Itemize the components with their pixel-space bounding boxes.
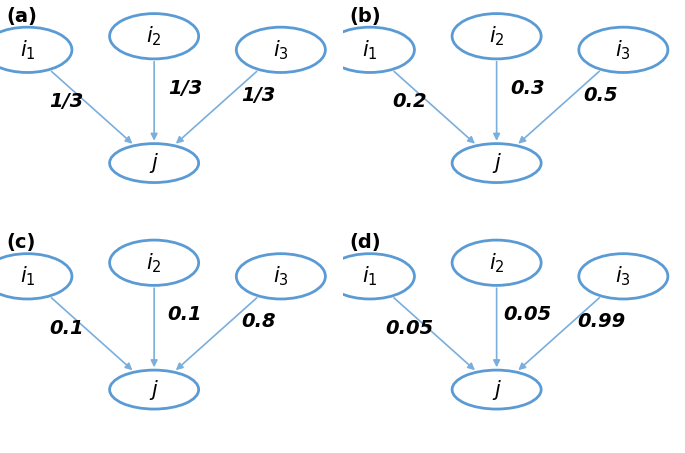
Text: (c): (c) bbox=[7, 233, 36, 252]
Text: (d): (d) bbox=[349, 233, 381, 252]
Ellipse shape bbox=[325, 27, 414, 72]
Text: (a): (a) bbox=[7, 7, 38, 26]
Text: $j$: $j$ bbox=[149, 151, 159, 175]
Text: 0.5: 0.5 bbox=[584, 86, 619, 105]
Ellipse shape bbox=[110, 14, 199, 59]
Text: $i_3$: $i_3$ bbox=[273, 38, 289, 62]
Text: $i_1$: $i_1$ bbox=[20, 265, 35, 288]
Text: $i_2$: $i_2$ bbox=[489, 251, 504, 275]
Ellipse shape bbox=[236, 254, 325, 299]
Text: 1/3: 1/3 bbox=[49, 92, 84, 111]
Text: $j$: $j$ bbox=[149, 378, 159, 401]
Text: $i_2$: $i_2$ bbox=[147, 251, 162, 275]
Text: $j$: $j$ bbox=[492, 151, 501, 175]
Text: $j$: $j$ bbox=[492, 378, 501, 401]
Ellipse shape bbox=[110, 144, 199, 183]
Text: 0.1: 0.1 bbox=[49, 319, 84, 338]
Ellipse shape bbox=[325, 254, 414, 299]
Ellipse shape bbox=[0, 27, 72, 72]
Ellipse shape bbox=[0, 254, 72, 299]
Ellipse shape bbox=[110, 240, 199, 285]
Text: 1/3: 1/3 bbox=[168, 79, 202, 98]
Text: $i_1$: $i_1$ bbox=[20, 38, 35, 62]
Text: $i_2$: $i_2$ bbox=[489, 24, 504, 48]
Ellipse shape bbox=[110, 370, 199, 409]
Text: $i_1$: $i_1$ bbox=[362, 265, 377, 288]
Text: $i_3$: $i_3$ bbox=[615, 265, 632, 288]
Ellipse shape bbox=[452, 240, 541, 285]
Text: $i_3$: $i_3$ bbox=[273, 265, 289, 288]
Ellipse shape bbox=[579, 254, 668, 299]
Text: 0.99: 0.99 bbox=[577, 312, 625, 331]
Text: 1/3: 1/3 bbox=[241, 86, 276, 105]
Text: 0.05: 0.05 bbox=[503, 305, 551, 324]
Ellipse shape bbox=[452, 370, 541, 409]
Text: $i_1$: $i_1$ bbox=[362, 38, 377, 62]
Text: 0.2: 0.2 bbox=[392, 92, 427, 111]
Text: 0.3: 0.3 bbox=[510, 79, 545, 98]
Ellipse shape bbox=[452, 14, 541, 59]
Text: 0.1: 0.1 bbox=[168, 305, 202, 324]
Text: $i_2$: $i_2$ bbox=[147, 24, 162, 48]
Text: 0.05: 0.05 bbox=[385, 319, 434, 338]
Text: (b): (b) bbox=[349, 7, 381, 26]
Text: $i_3$: $i_3$ bbox=[615, 38, 632, 62]
Ellipse shape bbox=[236, 27, 325, 72]
Ellipse shape bbox=[452, 144, 541, 183]
Text: 0.8: 0.8 bbox=[241, 312, 276, 331]
Ellipse shape bbox=[579, 27, 668, 72]
